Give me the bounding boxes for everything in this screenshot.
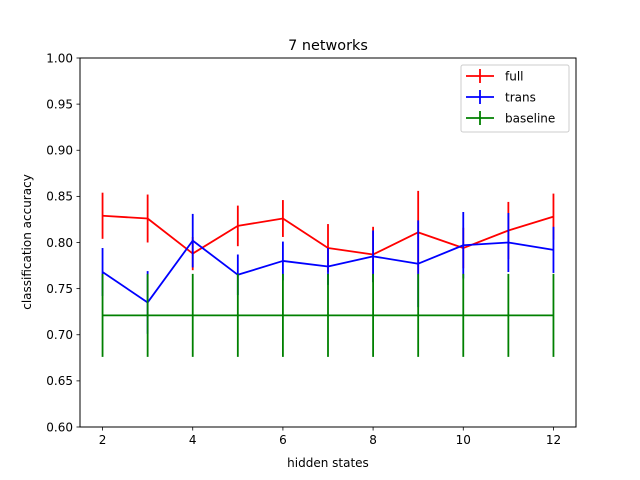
legend-entry-full: full: [466, 69, 524, 83]
x-tick-label: 2: [99, 433, 107, 447]
x-tick-label: 6: [279, 433, 287, 447]
series-line: [102, 214, 554, 256]
y-tick-label: 0.95: [46, 97, 73, 111]
x-axis: 2 4 6 8 10 12: [99, 427, 561, 447]
chart-title: 7 networks: [288, 38, 368, 54]
legend-entry-trans: trans: [466, 90, 536, 104]
legend-label: full: [505, 69, 524, 83]
x-tick-label: 12: [546, 433, 561, 447]
x-tick-label: 8: [369, 433, 377, 447]
y-tick-label: 0.75: [46, 282, 73, 296]
y-tick-label: 0.90: [46, 144, 73, 158]
legend-label: trans: [505, 90, 536, 104]
y-tick-label: 0.65: [46, 374, 73, 388]
y-axis: 0.60 0.65 0.70 0.75 0.80 0.85 0.90 0.95 1.00: [46, 51, 80, 434]
x-axis-label: hidden states: [287, 456, 369, 470]
y-tick-label: 0.70: [46, 328, 73, 342]
series-line: [102, 239, 554, 304]
x-tick-label: 10: [456, 433, 471, 447]
legend-entry-baseline: baseline: [466, 111, 555, 125]
legend-label: baseline: [505, 111, 555, 125]
y-tick-label: 1.00: [46, 51, 73, 65]
series-layer: [101, 190, 555, 357]
series-baseline: [101, 273, 555, 357]
legend: full trans baseline: [460, 64, 570, 133]
legend-box: [460, 64, 570, 133]
y-axis-label: classification accuracy: [20, 174, 34, 310]
y-tick-label: 0.80: [46, 236, 73, 250]
x-tick-label: 4: [189, 433, 197, 447]
y-tick-label: 0.60: [46, 420, 73, 434]
y-tick-label: 0.85: [46, 190, 73, 204]
